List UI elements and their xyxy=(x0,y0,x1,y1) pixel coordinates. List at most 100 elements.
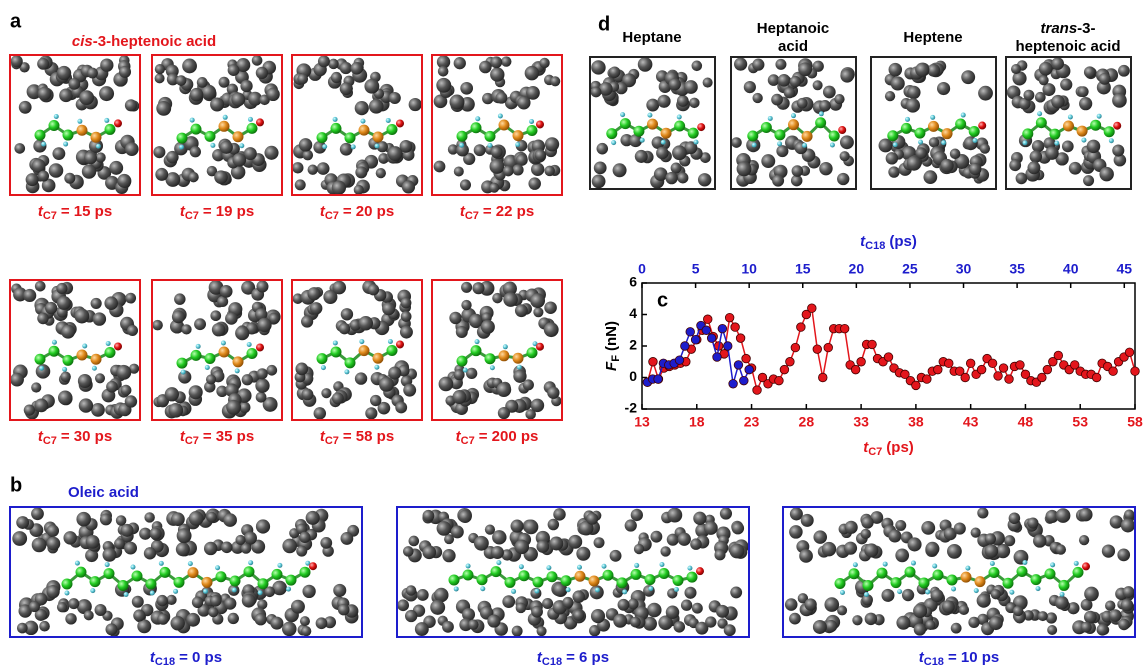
atom xyxy=(1099,166,1114,182)
carbon xyxy=(1103,126,1115,138)
hydrogen xyxy=(123,591,129,597)
atom xyxy=(23,288,37,303)
carbon xyxy=(484,353,496,365)
atom xyxy=(313,140,327,154)
atom xyxy=(888,166,900,178)
carbon xyxy=(358,124,370,136)
data-point xyxy=(1070,360,1080,370)
atom xyxy=(364,78,380,94)
atom xyxy=(307,164,318,175)
atom xyxy=(502,281,517,296)
atom xyxy=(256,368,268,380)
snapshot-border xyxy=(396,506,750,638)
atom xyxy=(677,172,689,184)
atom xyxy=(221,541,233,554)
atom xyxy=(120,384,132,396)
atom xyxy=(901,588,915,602)
atom xyxy=(354,372,368,385)
atom xyxy=(295,362,309,376)
atom xyxy=(480,319,495,334)
atom xyxy=(703,521,718,535)
atom xyxy=(680,599,693,611)
atom xyxy=(255,519,271,534)
hydrogen xyxy=(63,141,69,147)
atom xyxy=(888,529,902,543)
carbon xyxy=(243,566,255,578)
hydrogen xyxy=(475,116,481,122)
hydrogen xyxy=(385,117,391,123)
atom xyxy=(114,538,125,550)
oxygen xyxy=(536,120,544,129)
hydrogen xyxy=(332,340,338,346)
atom xyxy=(83,610,94,621)
data-point xyxy=(922,374,932,384)
hydrogen xyxy=(611,140,617,146)
atom xyxy=(196,76,208,88)
carbon xyxy=(470,345,482,357)
atom xyxy=(68,598,80,610)
atom xyxy=(328,58,339,70)
atom xyxy=(752,92,763,104)
atom xyxy=(367,283,380,296)
atom xyxy=(514,304,528,318)
atom xyxy=(1029,150,1043,163)
snapshot-title: Heptanoic xyxy=(757,20,830,37)
hydrogen xyxy=(676,114,682,120)
atom xyxy=(272,580,287,596)
carbon xyxy=(215,571,227,583)
atom xyxy=(693,511,707,525)
atom xyxy=(783,87,795,99)
atom xyxy=(591,174,606,189)
atom xyxy=(459,618,473,632)
atom xyxy=(837,605,848,616)
atom xyxy=(255,391,267,403)
data-point xyxy=(653,374,663,384)
carbon xyxy=(89,576,101,588)
atom xyxy=(976,593,991,608)
data-point xyxy=(701,325,712,335)
hydrogen xyxy=(1054,140,1060,146)
data-point xyxy=(703,314,713,324)
atom xyxy=(812,619,827,634)
atom xyxy=(1118,64,1130,77)
hydrogen xyxy=(989,560,995,566)
atom xyxy=(194,318,207,331)
carbon xyxy=(828,130,840,142)
atom xyxy=(320,536,333,549)
atom xyxy=(63,531,77,545)
atom xyxy=(85,534,100,549)
atom xyxy=(1101,544,1116,558)
data-point xyxy=(993,371,1003,381)
atom xyxy=(598,82,613,96)
hydrogen xyxy=(1037,111,1043,117)
hydrogen xyxy=(187,561,193,567)
atom xyxy=(175,75,187,86)
atom xyxy=(1117,548,1131,562)
hydrogen xyxy=(972,138,978,144)
hydrogen xyxy=(529,118,535,124)
hydrogen xyxy=(951,586,957,592)
atom xyxy=(593,537,605,549)
atom xyxy=(31,537,47,553)
data-point xyxy=(933,364,943,375)
atom xyxy=(1083,66,1096,78)
atom xyxy=(255,308,268,321)
atom xyxy=(143,547,157,560)
carbon xyxy=(316,132,328,144)
atom xyxy=(668,78,681,91)
atom xyxy=(46,584,60,599)
hydrogen xyxy=(620,112,626,118)
atom xyxy=(408,535,420,547)
atom xyxy=(240,543,252,554)
atom xyxy=(397,599,410,612)
panel-label: c xyxy=(657,289,668,311)
atom xyxy=(819,161,833,176)
atom xyxy=(589,625,601,637)
snapshot-caption: tC7 = 19 ps xyxy=(180,203,254,222)
atom xyxy=(596,142,609,155)
atom xyxy=(403,383,417,397)
carbon xyxy=(76,349,88,361)
atom xyxy=(881,588,895,602)
atom xyxy=(525,409,536,420)
atom xyxy=(544,301,557,315)
